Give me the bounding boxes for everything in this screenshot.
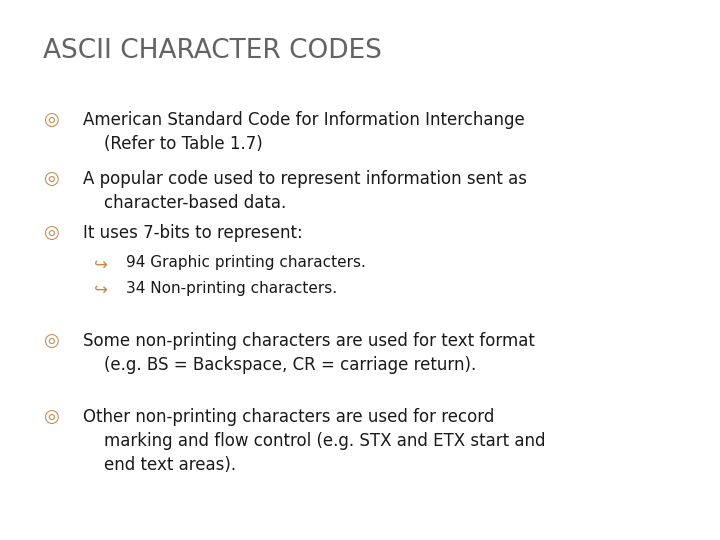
Text: Other non-printing characters are used for record
    marking and flow control (: Other non-printing characters are used f… — [83, 408, 545, 474]
Text: ◎: ◎ — [43, 224, 59, 242]
Text: ◎: ◎ — [43, 111, 59, 129]
Text: ◎: ◎ — [43, 170, 59, 188]
Text: ↪: ↪ — [94, 281, 107, 299]
Text: 34 Non-printing characters.: 34 Non-printing characters. — [126, 281, 337, 296]
Text: It uses 7-bits to represent:: It uses 7-bits to represent: — [83, 224, 302, 242]
Text: American Standard Code for Information Interchange
    (Refer to Table 1.7): American Standard Code for Information I… — [83, 111, 525, 153]
Text: 94 Graphic printing characters.: 94 Graphic printing characters. — [126, 255, 366, 271]
Text: Some non-printing characters are used for text format
    (e.g. BS = Backspace, : Some non-printing characters are used fo… — [83, 332, 535, 374]
Text: ◎: ◎ — [43, 408, 59, 426]
Text: ASCII CHARACTER CODES: ASCII CHARACTER CODES — [43, 38, 382, 64]
Text: ↪: ↪ — [94, 255, 107, 273]
Text: A popular code used to represent information sent as
    character-based data.: A popular code used to represent informa… — [83, 170, 527, 212]
Text: ◎: ◎ — [43, 332, 59, 350]
